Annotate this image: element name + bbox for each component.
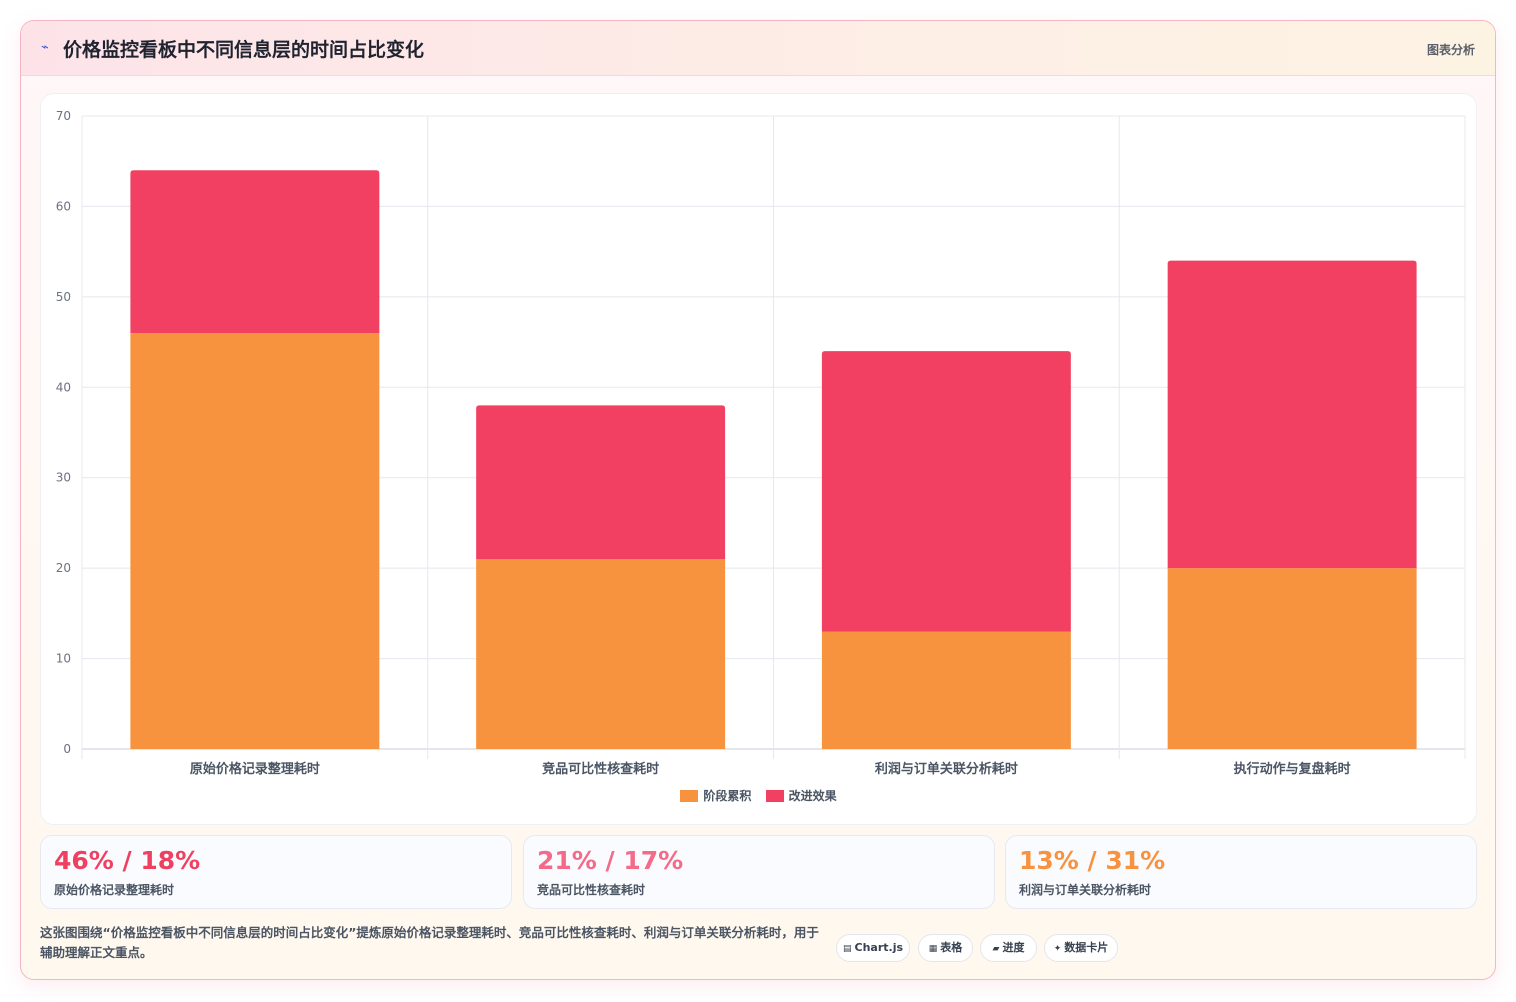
chart-panel: 0 10 20 30 40 50 60 70 原始价格记录整理耗时 竞品可比性核查耗时 利润与订单关…	[40, 93, 1477, 825]
y-tick-label: 60	[56, 199, 71, 213]
legend-item-effect[interactable]: 改进效果	[765, 787, 837, 804]
stat-card-2: 21% / 17% 竞品可比性核查耗时	[523, 835, 995, 909]
bar-effect[interactable]	[1167, 260, 1417, 569]
bar-stage[interactable]	[476, 559, 726, 749]
chart-card: ⌁ 价格监控看板中不同信息层的时间占比变化 图表分析 0 10 20 30 40 50 60…	[20, 20, 1496, 980]
pill-label: 表格	[940, 941, 963, 954]
stat-label: 竞品可比性核查耗时	[537, 883, 646, 897]
legend-swatch-stage	[680, 790, 699, 802]
bar-stage[interactable]	[821, 631, 1071, 749]
x-tick-label: 执行动作与复盘耗时	[1234, 761, 1351, 777]
card-icon: ✦	[1053, 944, 1062, 954]
table-icon: ▦	[928, 944, 938, 954]
stat-label: 利润与订单关联分析耗时	[1019, 883, 1152, 897]
sparkle-icon: ⌁	[41, 40, 49, 55]
stat-label: 原始价格记录整理耗时	[54, 883, 175, 897]
progress-icon: ▰	[992, 944, 1000, 954]
y-tick-label: 40	[56, 380, 71, 394]
bar-stage[interactable]	[130, 333, 380, 749]
chart-legend: 阶段累积 改进效果	[41, 787, 1476, 804]
stat-value: 13% / 31%	[1019, 846, 1166, 875]
pill-label: Chart.js	[854, 941, 904, 954]
chart-title: 价格监控看板中不同信息层的时间占比变化	[63, 39, 425, 61]
chart-icon: ▤	[842, 944, 852, 954]
y-tick-label: 0	[63, 742, 71, 756]
pill-label: 进度	[1002, 941, 1025, 954]
chart-description: 这张图围绕“价格监控看板中不同信息层的时间占比变化”提炼原始价格记录整理耗时、竞…	[40, 925, 819, 960]
stat-card-1: 46% / 18% 原始价格记录整理耗时	[40, 835, 512, 909]
pill-label: 数据卡片	[1064, 941, 1109, 954]
stat-card-3: 13% / 31% 利润与订单关联分析耗时	[1005, 835, 1477, 909]
legend-label-effect: 改进效果	[788, 789, 837, 803]
y-tick-label: 20	[56, 561, 71, 575]
bar-stage[interactable]	[1167, 568, 1417, 749]
pill-table[interactable]: ▦ 表格	[918, 934, 973, 962]
pill-chartjs[interactable]: ▤ Chart.js	[836, 934, 910, 962]
x-tick-label: 原始价格记录整理耗时	[190, 761, 320, 777]
bar-chart: 0 10 20 30 40 50 60 70 原始价格记录整理耗时 竞品可比性核查耗时 利润与订单关…	[56, 109, 1466, 777]
y-tick-label: 70	[56, 109, 71, 123]
y-tick-label: 50	[56, 290, 71, 304]
legend-swatch-effect	[765, 790, 784, 802]
stat-value: 21% / 17%	[537, 846, 684, 875]
chart-analysis-tag: 图表分析	[1426, 43, 1475, 57]
legend-label-stage: 阶段累积	[703, 789, 752, 803]
pill-progress[interactable]: ▰ 进度	[980, 934, 1037, 962]
bar-effect[interactable]	[130, 170, 380, 334]
card-header: ⌁ 价格监控看板中不同信息层的时间占比变化 图表分析	[21, 21, 1495, 76]
pill-data-card[interactable]: ✦ 数据卡片	[1044, 934, 1118, 962]
bar-effect[interactable]	[476, 405, 726, 560]
x-tick-label: 利润与订单关联分析耗时	[875, 761, 1018, 777]
y-tick-label: 10	[56, 652, 71, 666]
y-tick-label: 30	[56, 471, 71, 485]
bar-effect[interactable]	[821, 351, 1071, 632]
stat-value: 46% / 18%	[54, 846, 201, 875]
x-tick-label: 竞品可比性核查耗时	[542, 761, 659, 777]
legend-item-stage[interactable]: 阶段累积	[680, 787, 751, 804]
